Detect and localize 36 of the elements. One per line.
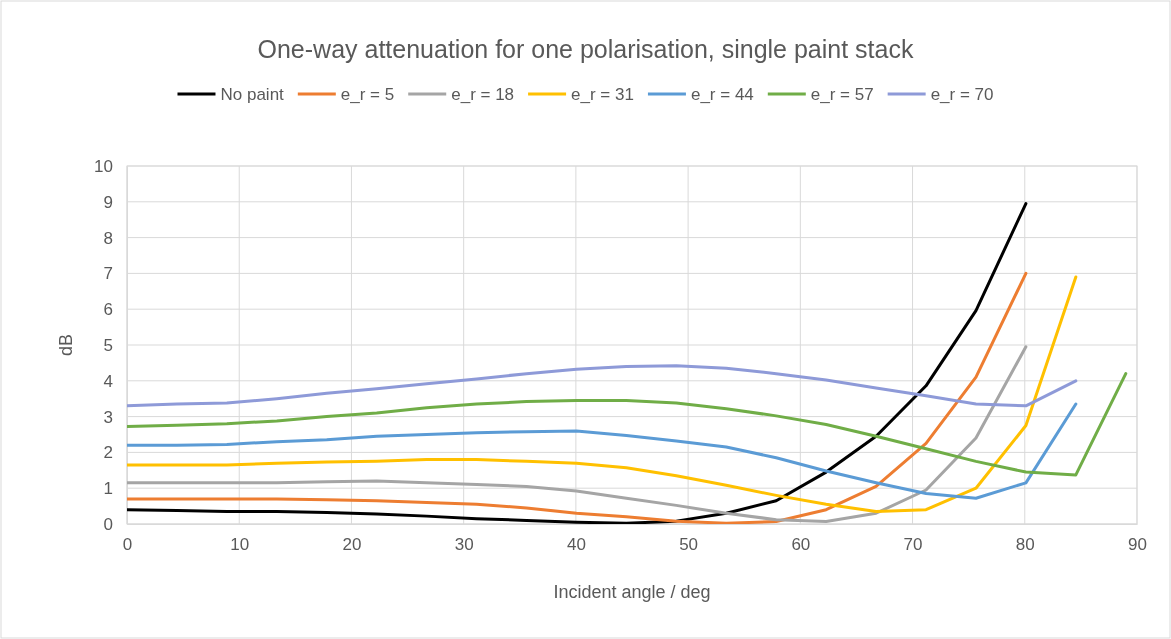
chart-title: One-way attenuation for one polarisation, single paint stack [257,35,914,63]
line-series [127,345,1028,523]
line-series [127,202,1028,524]
y-tick-label: 9 [103,192,113,212]
x-tick-label: 30 [454,535,474,555]
x-tick-label: 70 [903,535,923,555]
y-tick-label: 7 [103,264,113,284]
x-tick-label: 40 [566,535,586,555]
y-tick-label: 1 [103,479,113,499]
legend-label: e_r = 5 [340,85,395,104]
x-tick-label: 90 [1128,535,1147,555]
y-tick-label: 6 [103,300,113,320]
x-tick-label: 60 [791,535,811,555]
x-tick-label: 50 [679,535,699,555]
legend-label: e_r = 70 [930,85,994,104]
x-tick-label: 10 [230,535,250,555]
y-tick-label: 2 [103,443,113,463]
line-series [127,402,1078,500]
line-series [127,372,1128,477]
legend-label: e_r = 31 [571,85,634,104]
legend-label: e_r = 18 [451,85,515,104]
line-series [127,364,1078,408]
y-tick-label: 10 [94,156,113,176]
y-axis-title: dB [56,333,76,357]
y-tick-label: 5 [103,335,113,355]
x-tick-label: 20 [342,535,362,555]
legend-label: e_r = 57 [810,85,874,104]
y-tick-label: 3 [103,407,113,427]
x-axis-title: Incident angle / deg [553,582,711,602]
y-tick-label: 0 [103,514,113,534]
x-tick-label: 80 [1015,535,1035,555]
y-tick-label: 4 [103,371,113,391]
legend-label: No paint [220,85,285,104]
y-tick-label: 8 [103,228,113,248]
legend-label: e_r = 44 [690,85,754,104]
x-tick-label: 0 [122,535,133,555]
